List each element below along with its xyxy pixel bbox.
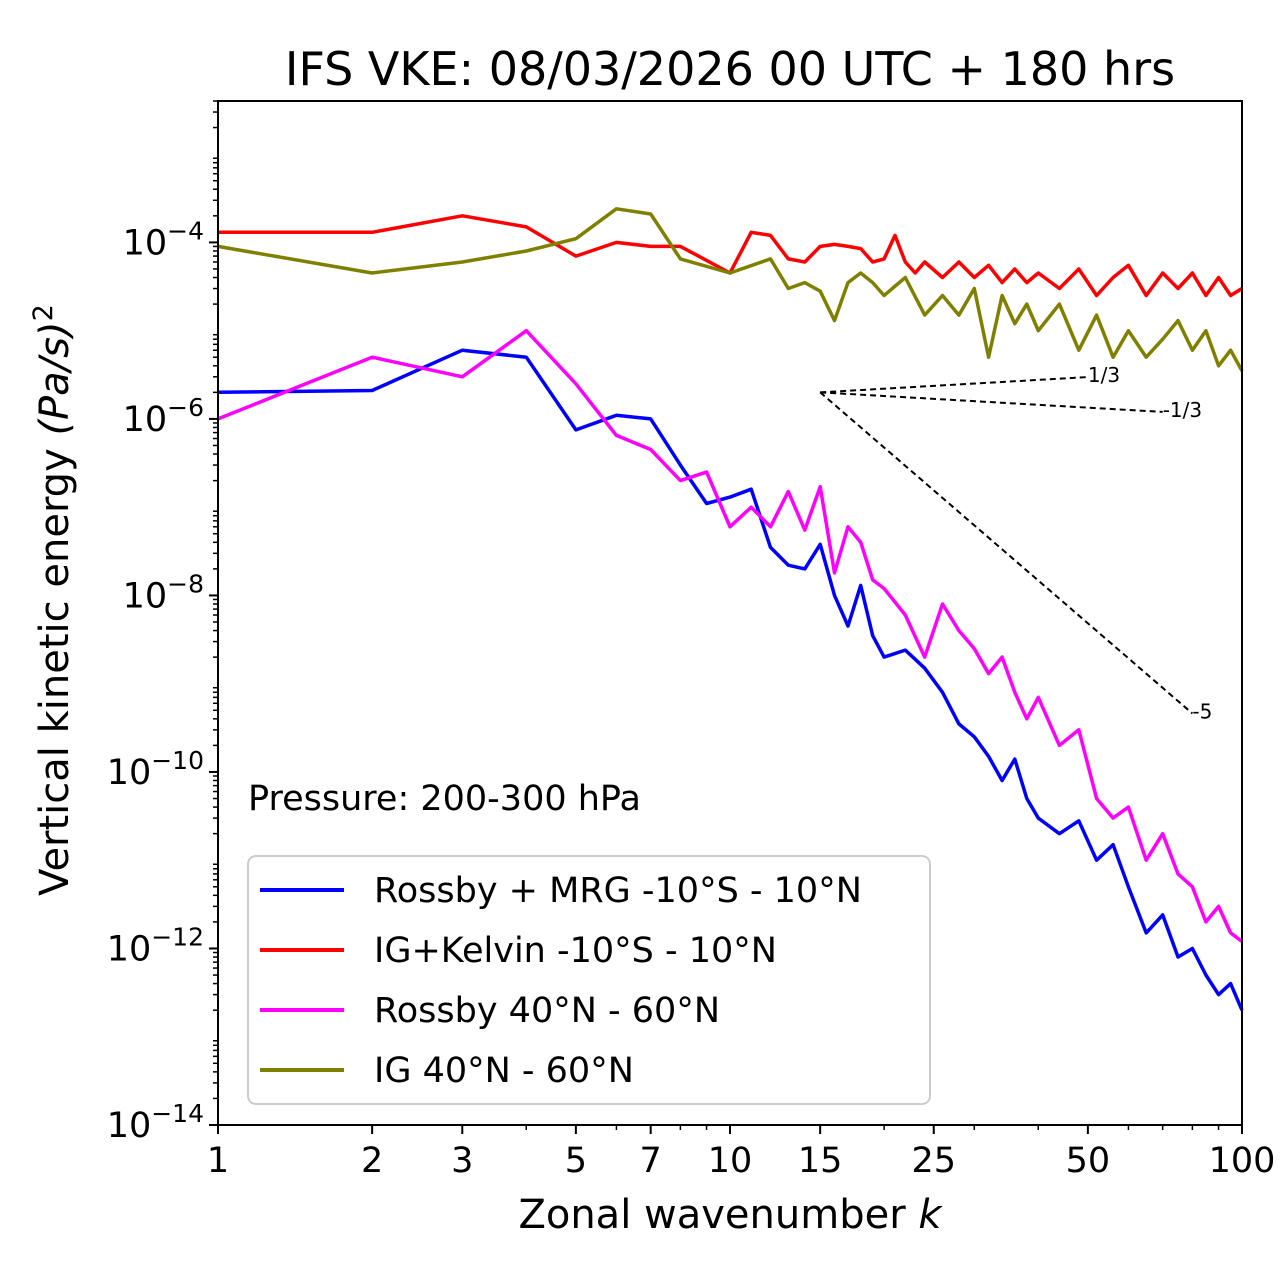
y-tick-label: 10−4 xyxy=(123,216,204,263)
legend-label-2: Rossby 40°N - 60°N xyxy=(374,991,720,1031)
x-axis-label-text: Zonal wavenumber xyxy=(518,1192,906,1238)
reference-line-label-1: -1/3 xyxy=(1163,398,1202,422)
x-axis-ticks: 1 2 3 5 7 10 15 25 50 100 xyxy=(207,1125,1276,1181)
y-tick-label: 10−14 xyxy=(107,1099,204,1146)
chart-title: IFS VKE: 08/03/2026 00 UTC + 180 hrs xyxy=(285,42,1175,96)
legend-label-1: IG+Kelvin -10°S - 10°N xyxy=(374,931,777,971)
x-axis-label: Zonal wavenumber k xyxy=(518,1192,943,1238)
reference-slope-lines: 1/3 -1/3 -5 xyxy=(819,363,1212,723)
reference-line-label-2: -5 xyxy=(1192,699,1212,723)
x-tick-label: 7 xyxy=(640,1141,662,1181)
y-axis-label-unit-exponent: 2 xyxy=(28,304,59,321)
x-tick-label: 5 xyxy=(565,1141,587,1181)
y-tick-label-base: 10 xyxy=(107,929,152,969)
reference-line-label-0: 1/3 xyxy=(1088,363,1120,387)
series-lines xyxy=(217,207,1244,1011)
x-tick-label: 50 xyxy=(1066,1141,1111,1181)
y-tick-label-base: 10 xyxy=(107,1106,152,1146)
x-tick-label: 2 xyxy=(361,1141,383,1181)
series-line-2 xyxy=(217,328,1244,943)
y-tick-label: 10−12 xyxy=(107,922,204,969)
y-tick-label-exponent: −10 xyxy=(151,746,204,775)
y-tick-label-exponent: −4 xyxy=(167,216,204,245)
x-tick-label: 25 xyxy=(911,1141,956,1181)
series-line-1 xyxy=(218,214,1243,298)
y-tick-label: 10−6 xyxy=(123,393,204,440)
y-tick-label-base: 10 xyxy=(123,576,168,616)
x-tick-label: 1 xyxy=(207,1141,229,1181)
y-axis-label: Vertical kinetic energy (Pa/s)2 xyxy=(28,304,78,896)
legend-label-3: IG 40°N - 60°N xyxy=(374,1051,634,1091)
x-axis-label-variable: k xyxy=(918,1192,943,1238)
series-line-0 xyxy=(217,348,1244,1011)
pressure-annotation: Pressure: 200-300 hPa xyxy=(248,779,641,819)
y-tick-label-exponent: −6 xyxy=(167,393,204,422)
legend-box xyxy=(247,855,931,1105)
y-tick-label-base: 10 xyxy=(123,223,168,263)
y-axis-label-unit: (Pa/s) xyxy=(32,321,78,435)
x-tick-label: 100 xyxy=(1209,1141,1276,1181)
x-tick-label: 15 xyxy=(798,1141,843,1181)
y-tick-label-base: 10 xyxy=(123,400,168,440)
y-tick-label-exponent: −8 xyxy=(167,569,204,598)
x-tick-label: 3 xyxy=(451,1141,473,1181)
legend-label-0: Rossby + MRG -10°S - 10°N xyxy=(374,871,862,911)
reference-line-1 xyxy=(820,391,1163,413)
y-tick-label: 10−10 xyxy=(107,746,204,793)
reference-line-2 xyxy=(819,391,1194,715)
y-axis-label-text: Vertical kinetic energy xyxy=(32,448,78,896)
x-tick-label: 10 xyxy=(708,1141,753,1181)
y-tick-label: 10−8 xyxy=(123,569,204,616)
reference-line-0 xyxy=(820,376,1088,394)
series-line-3 xyxy=(217,207,1244,372)
y-tick-label-exponent: −14 xyxy=(151,1099,204,1128)
y-tick-label-exponent: −12 xyxy=(151,922,204,951)
y-tick-label-base: 10 xyxy=(107,753,152,793)
legend: Rossby + MRG -10°S - 10°N IG+Kelvin -10°S… xyxy=(247,855,931,1105)
